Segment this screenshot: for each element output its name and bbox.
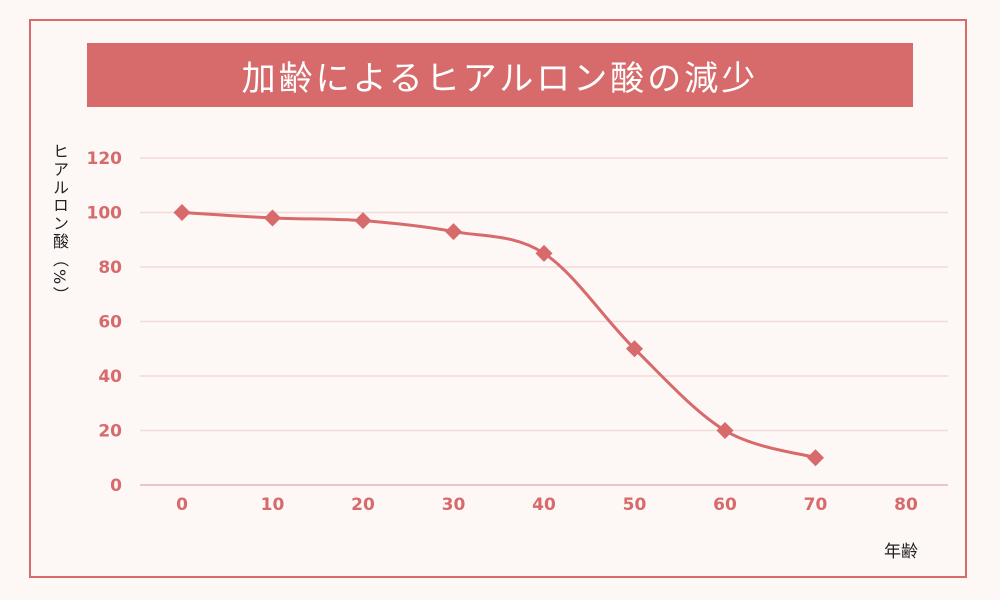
series-line — [181, 211, 816, 460]
y-tick-label: 20 — [98, 422, 122, 442]
x-tick-label: 40 — [532, 495, 556, 515]
y-axis-label: ヒアルロン酸（%） — [50, 143, 69, 305]
x-tick-label: 20 — [351, 495, 375, 515]
x-tick-label: 60 — [713, 495, 737, 515]
y-tick-label: 80 — [98, 258, 122, 278]
y-tick-label: 0 — [110, 476, 122, 496]
data-point-marker — [626, 340, 643, 358]
y-tick-label: 120 — [87, 149, 123, 169]
x-tick-label: 10 — [261, 495, 285, 515]
x-tick-label: 70 — [804, 495, 828, 515]
x-tick-label: 30 — [442, 495, 466, 515]
chart-title: 加齢によるヒアルロン酸の減少 — [87, 43, 913, 107]
x-axis-ticks: 0 10 20 30 40 50 60 70 80 — [176, 495, 918, 515]
data-point-marker — [716, 422, 734, 439]
y-axis-ticks: 0 20 40 60 80 100 120 — [87, 149, 123, 496]
data-point-marker — [354, 212, 372, 230]
x-axis-label: 年齢 — [884, 542, 918, 562]
x-tick-label: 50 — [623, 495, 647, 515]
series-markers — [173, 204, 824, 467]
data-point-marker — [445, 223, 462, 241]
x-tick-label: 80 — [894, 495, 918, 515]
data-point-marker — [264, 209, 281, 227]
y-tick-label: 40 — [98, 367, 122, 387]
x-tick-label: 0 — [176, 495, 188, 515]
y-tick-label: 60 — [98, 313, 122, 333]
y-tick-label: 100 — [87, 204, 123, 224]
data-point-marker — [807, 449, 824, 467]
data-point-marker — [535, 244, 553, 262]
data-point-marker — [173, 204, 191, 221]
chart-frame — [29, 19, 967, 578]
grid-lines — [140, 157, 948, 486]
